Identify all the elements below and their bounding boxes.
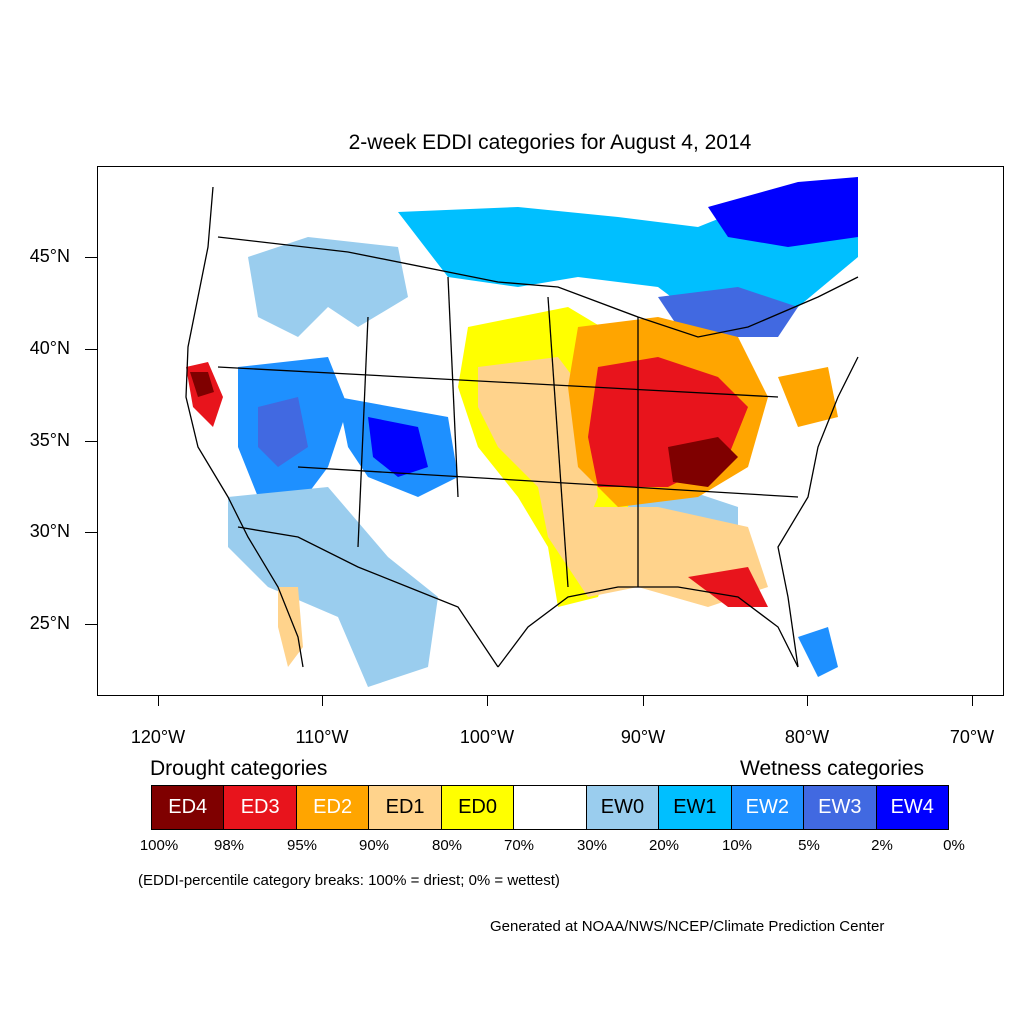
category-note: (EDDI-percentile category breaks: 100% =…	[138, 872, 560, 889]
legend-cell-ew4: EW4	[876, 786, 948, 829]
legend-cell-ew1: EW1	[659, 786, 732, 829]
state-line-5	[217, 366, 779, 398]
drought-heading: Drought categories	[150, 757, 328, 780]
percent-break: 100%	[139, 837, 179, 854]
lon-tick	[487, 696, 488, 706]
legend-cell-label: ED2	[313, 796, 353, 818]
lat-label: 45°N	[29, 246, 70, 266]
percent-break: 90%	[358, 837, 390, 854]
legend-cell-label: ED4	[168, 796, 208, 818]
lat-label: 25°N	[29, 613, 70, 633]
lon-label: 100°W	[459, 727, 515, 747]
state-line-3	[547, 296, 569, 588]
legend-cell-label: EW3	[818, 796, 862, 818]
wetness-heading: Wetness categories	[740, 757, 925, 780]
lat-tick	[85, 441, 97, 442]
legend-cell-label: ED3	[240, 796, 280, 818]
percent-break: 80%	[431, 837, 463, 854]
map-canvas	[185, 177, 859, 687]
percent-break: 95%	[286, 837, 318, 854]
coastline	[185, 186, 304, 668]
us-mexico-border	[237, 526, 499, 668]
legend-cell-ed0: ED0	[441, 786, 515, 829]
lon-tick	[972, 696, 973, 706]
wet-area-florida-tip	[798, 627, 838, 677]
atlantic-coast	[777, 356, 859, 668]
legend-cell-label: EW4	[890, 796, 934, 818]
lat-label: 40°N	[29, 338, 70, 358]
percent-break: 20%	[648, 837, 680, 854]
legend-cell-ew3: EW3	[804, 786, 877, 829]
percent-break: 10%	[721, 837, 753, 854]
map-title: 2-week EDDI categories for August 4, 201…	[348, 131, 752, 154]
legend-cell-label: EW2	[745, 796, 790, 818]
legend-cell-ed2: ED2	[296, 786, 370, 829]
lon-tick	[158, 696, 159, 706]
legend-cell-ed3: ED3	[224, 786, 297, 829]
legend-cell-label: EW0	[600, 796, 645, 818]
credit-line: Generated at NOAA/NWS/NCEP/Climate Predi…	[490, 918, 885, 935]
drought-area-kentucky	[668, 437, 738, 487]
lon-label: 80°W	[784, 727, 830, 747]
wet-area-southwest	[228, 487, 438, 687]
wet-area-northwest	[248, 237, 408, 337]
lat-tick	[85, 532, 97, 533]
drought-area-california-core	[190, 372, 214, 397]
state-line-6	[297, 466, 799, 498]
lon-label: 70°W	[949, 727, 995, 747]
legend-cell-label: EW1	[673, 796, 717, 818]
lat-tick	[85, 349, 97, 350]
lat-label: 35°N	[29, 430, 70, 450]
drought-area-gulf	[688, 567, 768, 607]
wet-area-great-basin-core	[258, 397, 308, 467]
legend-cell-ed1: ED1	[369, 786, 442, 829]
legend-cell-ew0: EW0	[586, 786, 660, 829]
drought-area-baja	[278, 587, 303, 667]
lon-label: 90°W	[620, 727, 666, 747]
state-line-1	[357, 316, 369, 548]
state-line-2	[447, 276, 459, 498]
percent-break: 5%	[798, 837, 820, 854]
drought-area-mid-atlantic	[778, 367, 838, 427]
lon-tick	[807, 696, 808, 706]
percent-break: 0%	[943, 837, 965, 854]
percent-break: 98%	[213, 837, 245, 854]
lon-tick	[322, 696, 323, 706]
wet-area-great-lakes	[658, 287, 798, 337]
boundary-lines	[185, 186, 859, 668]
legend-cell-label: ED1	[385, 796, 425, 818]
category-legend: ED4 ED3 ED2 ED1 ED0 EW0 EW1 EW2 EW3 EW4	[151, 785, 949, 830]
lon-label: 120°W	[130, 727, 186, 747]
gulf-coast	[497, 586, 799, 668]
lat-label: 30°N	[29, 521, 70, 541]
legend-cell-ed4: ED4	[152, 786, 225, 829]
legend-cell-neutral	[514, 786, 587, 829]
wet-area-colorado-core	[368, 417, 428, 477]
percent-break: 2%	[871, 837, 893, 854]
percent-break: 30%	[576, 837, 608, 854]
wet-area-northeast	[708, 177, 858, 247]
legend-cell-label: ED0	[458, 796, 497, 818]
lon-tick	[643, 696, 644, 706]
legend-cell-ew2: EW2	[731, 786, 805, 829]
eddi-map	[97, 166, 1004, 696]
lon-label: 110°W	[295, 727, 349, 747]
lat-tick	[85, 257, 97, 258]
percent-break: 70%	[503, 837, 535, 854]
lat-tick	[85, 624, 97, 625]
